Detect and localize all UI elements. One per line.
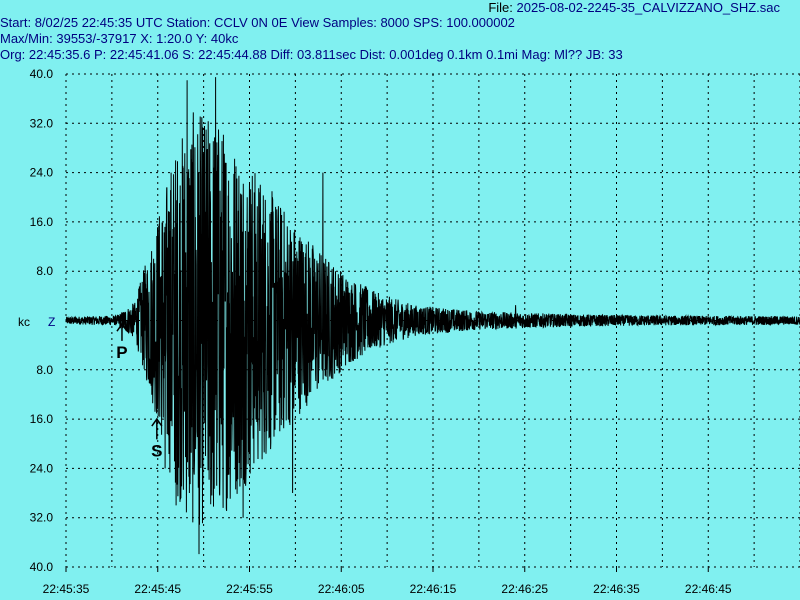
start-label: Start: — [0, 15, 32, 30]
y-tick-label: 32.0 — [30, 511, 54, 525]
dist-label: Dist: — [359, 47, 386, 62]
mag-value: Ml?? — [554, 47, 583, 62]
sps-value: 100.000002 — [446, 15, 515, 30]
pick-arrow — [151, 417, 163, 440]
sps-label: SPS: — [412, 15, 443, 30]
y-tick-label: 8.0 — [36, 363, 53, 377]
station-label: Station: — [166, 15, 211, 30]
maxmin-value: 39553/-37917 — [56, 31, 137, 46]
p-label: P: — [94, 47, 107, 62]
x-tick-labels: 22:45:35 22:45:45 22:45:55 22:46:05 22:46:15… — [43, 582, 732, 596]
station-value: CCLV 0N 0E — [213, 15, 288, 30]
x-scale-label: X: — [140, 31, 153, 46]
y-tick-label: 16.0 — [30, 412, 54, 426]
start-value: 8/02/25 22:45:35 UTC — [34, 15, 163, 30]
pick-arrow — [116, 322, 128, 341]
waveform-trace — [65, 77, 800, 555]
x-tick-label: 22:45:45 — [134, 582, 181, 596]
org-label: Org: — [0, 47, 26, 62]
y-scale-value: 40kc — [210, 31, 239, 46]
file-label: File: — [488, 0, 513, 15]
pick-label: S — [151, 441, 162, 460]
view-samples-label: View Samples: — [291, 15, 377, 30]
pick-marker-p: P — [116, 322, 128, 362]
y-tick-label: 16.0 — [30, 215, 54, 229]
org-value: 22:45:35.6 — [28, 47, 91, 62]
y-tick-label: 40.0 — [30, 67, 54, 81]
x-tick-label: 22:46:35 — [593, 582, 640, 596]
x-tick-label: 22:46:05 — [318, 582, 365, 596]
pick-label: P — [116, 343, 127, 362]
info-line-start: Start: 8/02/25 22:45:35 UTC Station: CCL… — [0, 15, 515, 31]
file-name: 2025-08-02-2245-35_CALVIZZANO_SHZ.sac — [516, 0, 781, 15]
jb-label: JB: — [585, 47, 605, 62]
pick-layer: PS — [116, 322, 163, 460]
y-tick-label: 24.0 — [30, 166, 54, 180]
s-label: S: — [182, 47, 195, 62]
x-tick-label: 22:45:55 — [226, 582, 273, 596]
s-value: 22:45:44.88 — [198, 47, 267, 62]
y-tick-label: 8.0 — [36, 264, 53, 278]
x-scale-value: 1:20.0 — [156, 31, 193, 46]
x-tick-label: 22:46:15 — [410, 582, 457, 596]
unit-label: kc — [18, 315, 30, 329]
info-line-origin: Org: 22:45:35.6 P: 22:45:41.06 S: 22:45:… — [0, 47, 623, 63]
trace-layer — [65, 77, 800, 555]
maxmin-label: Max/Min: — [0, 31, 53, 46]
y-tick-label: 40.0 — [30, 560, 54, 574]
dist-value: 0.001deg 0.1km 0.1mi — [389, 47, 518, 62]
x-tick-label: 22:45:35 — [43, 582, 90, 596]
y-tick-label: 32.0 — [30, 116, 54, 130]
info-line-maxmin: Max/Min: 39553/-37917 X: 1:20.0 Y: 40kc — [0, 31, 238, 47]
y-tick-labels: 40.0 32.0 24.0 16.0 8.0 8.0 16.0 24.0 32.0 40.0 — [30, 67, 54, 574]
diff-label: Diff: — [270, 47, 294, 62]
p-value: 22:45:41.06 — [109, 47, 179, 62]
jb-value: 33 — [608, 47, 623, 62]
file-line: File: 2025-08-02-2245-35_CALVIZZANO_SHZ.… — [488, 0, 780, 16]
x-tick-label: 22:46:25 — [501, 582, 548, 596]
x-tick-label: 22:46:45 — [685, 582, 732, 596]
diff-value: 03.811sec — [296, 47, 357, 62]
view-samples-value: 8000 — [380, 15, 410, 30]
y-scale-label: Y: — [195, 31, 208, 46]
y-tick-label: 24.0 — [30, 461, 54, 475]
mag-label: Mag: — [521, 47, 551, 62]
channel-label: Z — [48, 315, 55, 329]
pick-marker-s: S — [151, 417, 163, 460]
